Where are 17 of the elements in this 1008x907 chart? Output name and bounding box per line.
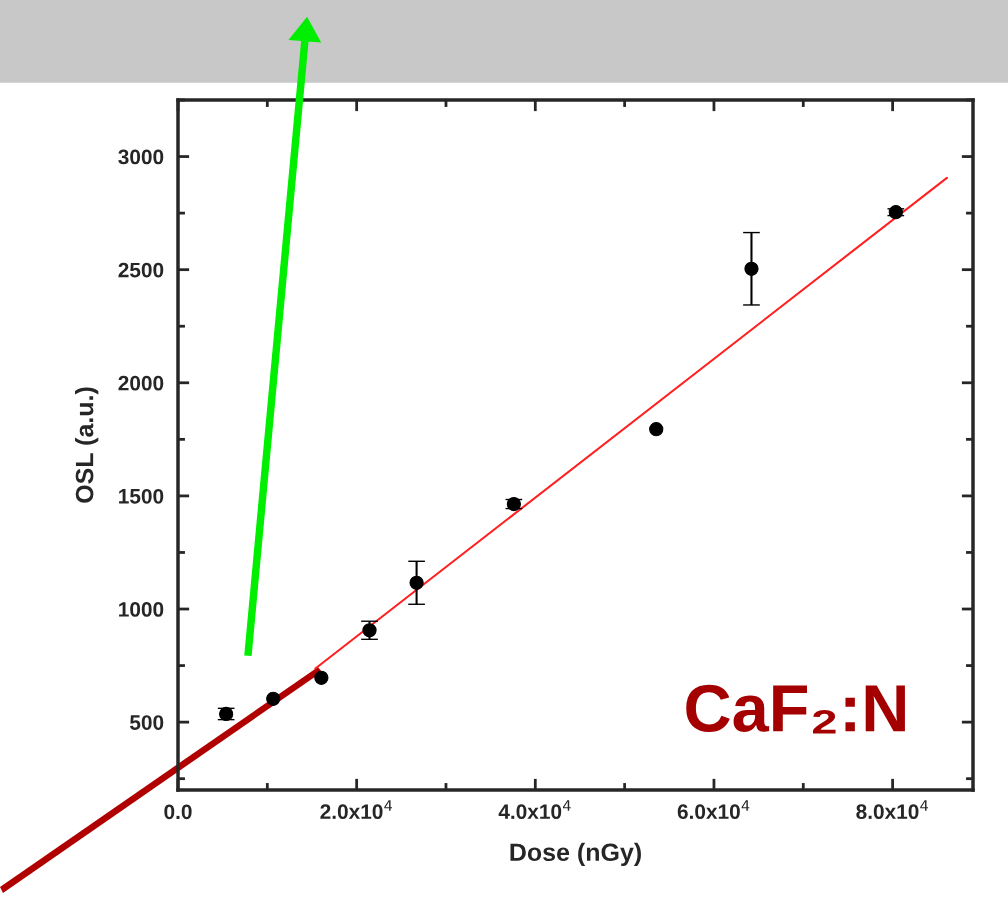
x-tick-label: 4.0x10$^{4}$ <box>498 800 571 820</box>
y-tick-label: 3000 <box>118 149 164 165</box>
x-tick-label: 6.0x10$^{4}$ <box>677 800 750 820</box>
x-tick-label: 2.0x10$^{4}$ <box>320 800 393 820</box>
annotation: CaF₂:N <box>686 684 905 734</box>
point <box>649 422 664 437</box>
y-axis-title: OSL (a.u.) <box>75 387 99 503</box>
y-tick-label: 1000 <box>119 602 164 617</box>
y-tick-label: 500 <box>130 715 164 730</box>
y-tick-label: 2000 <box>118 375 164 391</box>
y-tick-label: 1500 <box>119 488 164 504</box>
y-tick-label: 2500 <box>118 262 164 278</box>
x-tick-label: 0.0 <box>164 804 192 820</box>
x-tick-label: 8.0x10$^{4}$ <box>856 800 929 820</box>
point <box>266 691 281 706</box>
point <box>314 670 329 685</box>
x-axis-title: Dose (nGy) <box>510 842 641 867</box>
